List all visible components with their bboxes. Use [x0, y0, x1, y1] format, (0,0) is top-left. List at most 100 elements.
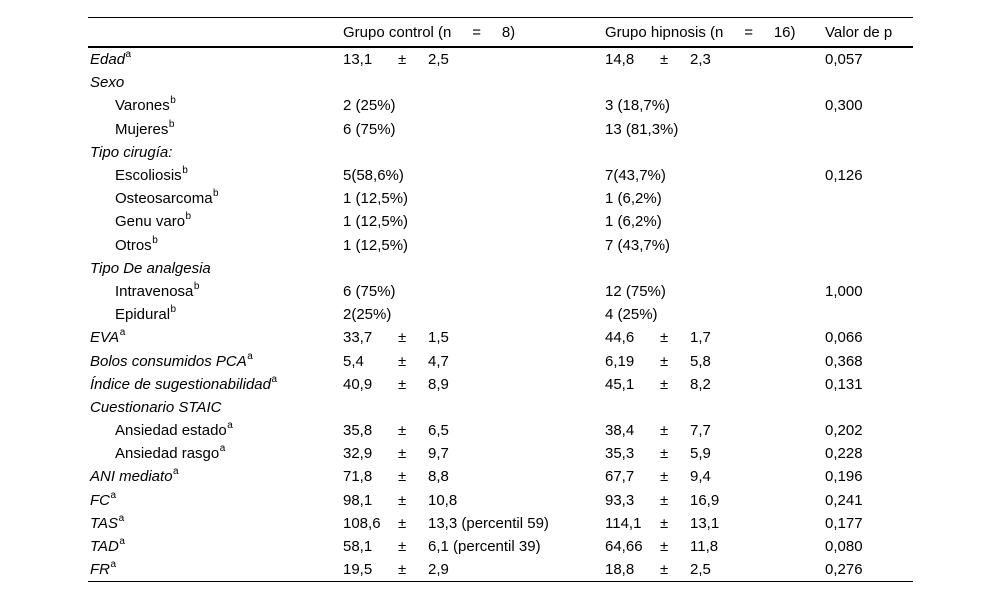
row-label: Otros — [115, 236, 152, 254]
header-empty-cell — [88, 17, 343, 48]
table-row: Bolos consumidos PCAa 5,4 ±4,7 6,19 ±5,8 0,36… — [88, 349, 913, 372]
sd-value: 2,5 — [690, 561, 711, 579]
count-value: 1 (12,5%) — [343, 213, 409, 231]
mean-value: 18,8 — [605, 561, 635, 579]
header-grupo-hipnosis: Grupo hipnosis (n = 16) — [605, 17, 825, 48]
row-label-cell: Tipo cirugía: — [88, 141, 343, 164]
row-label-cell: Bolos consumidos PCAa — [88, 349, 343, 372]
row-label-cell: TASa — [88, 512, 343, 535]
row-label: EVA — [90, 329, 120, 347]
row-label-cell: FCa — [88, 489, 343, 512]
mean-value: 114,1 — [605, 514, 642, 532]
p-value-cell — [825, 141, 913, 164]
hipnosis-value-cell: 44,6 ±1,7 — [605, 326, 825, 349]
plus-minus-sign: ± — [660, 352, 669, 370]
header-grupo-control: Grupo control (n = 8) — [343, 17, 605, 48]
count-value: 7(43,7%) — [605, 167, 666, 185]
footnote-marker: a — [110, 559, 117, 571]
p-value: 0,131 — [825, 375, 863, 393]
footnote-marker: a — [110, 489, 117, 501]
row-label-cell: Otrosb — [88, 234, 343, 257]
table-row: Escoliosisb 5(58,6%) 7(43,7%) 0,126 — [88, 164, 913, 187]
p-value-cell — [825, 187, 913, 210]
row-label-cell: ANI mediatoa — [88, 465, 343, 488]
footnote-marker: b — [152, 234, 158, 246]
control-value-cell: 58,1 ±6,1 (percentil 39) — [343, 535, 605, 558]
hipnosis-value-cell: 14,8 ±2,3 — [605, 47, 825, 71]
sd-value: 13,1 — [690, 514, 720, 532]
plus-minus-sign: ± — [660, 375, 669, 393]
mean-value: 71,8 — [343, 468, 373, 486]
count-value: 3 (18,7%) — [605, 97, 671, 115]
hipnosis-value-cell: 45,1 ±8,2 — [605, 373, 825, 396]
p-value: 0,177 — [825, 514, 863, 532]
mean-value: 64,66 — [605, 538, 643, 556]
control-value-cell: 2(25%) — [343, 303, 605, 326]
sd-value: 5,8 — [690, 352, 711, 370]
row-label: Ansiedad rasgo — [115, 445, 220, 463]
header-row: Grupo control (n = 8) Grupo hipnosis (n … — [88, 17, 913, 48]
footnote-marker: a — [125, 49, 132, 61]
row-label-cell: Tipo De analgesia — [88, 257, 343, 280]
sd-value: 11,8 — [690, 538, 719, 556]
mean-value: 35,3 — [605, 445, 635, 463]
footnote-marker: b — [213, 188, 219, 200]
row-label: Genu varo — [115, 213, 186, 231]
plus-minus-sign: ± — [398, 445, 407, 463]
control-value-cell: 40,9 ±8,9 — [343, 373, 605, 396]
p-value-cell: 0,300 — [825, 94, 913, 117]
sd-value: 16,9 — [690, 491, 720, 509]
table-row: TADa 58,1 ±6,1 (percentil 39) 64,66 ±11,8 0,0… — [88, 535, 913, 558]
plus-minus-sign: ± — [398, 561, 407, 579]
table-row: Edada 13,1 ±2,5 14,8 ±2,3 0,057 — [88, 47, 913, 71]
hipnosis-value-cell: 38,4 ±7,7 — [605, 419, 825, 442]
footnote-marker: b — [185, 211, 192, 223]
count-value: 6 (75%) — [343, 120, 396, 138]
footnote-marker: a — [219, 443, 226, 455]
p-value: 0,066 — [825, 329, 863, 347]
p-value: 0,300 — [825, 97, 863, 115]
footnote-marker: a — [247, 350, 253, 362]
control-value-cell — [343, 71, 605, 94]
p-value-cell — [825, 234, 913, 257]
sd-value: 2,3 — [690, 51, 711, 69]
p-value: 0,057 — [825, 51, 863, 69]
p-value: 0,276 — [825, 561, 863, 579]
mean-value: 38,4 — [605, 422, 635, 440]
footnote-marker: a — [227, 420, 233, 432]
hipnosis-value-cell — [605, 396, 825, 419]
row-label: Bolos consumidos PCA — [90, 352, 247, 370]
table-row: ANI mediatoa 71,8 ±8,8 67,7 ±9,4 0,196 — [88, 465, 913, 488]
plus-minus-sign: ± — [660, 514, 669, 532]
row-label-cell: Osteosarcomab — [88, 187, 343, 210]
plus-minus-sign: ± — [660, 538, 669, 556]
row-label: TAD — [90, 538, 119, 556]
hipnosis-value-cell: 7(43,7%) — [605, 164, 825, 187]
footnote-marker: a — [119, 327, 126, 339]
table-row: FRa 19,5 ±2,9 18,8 ±2,5 0,276 — [88, 558, 913, 582]
row-label: Epidural — [115, 306, 171, 324]
hipnosis-value-cell: 3 (18,7%) — [605, 94, 825, 117]
row-label: FC — [90, 491, 110, 509]
count-value: 1 (6,2%) — [605, 190, 662, 208]
p-value-cell: 0,276 — [825, 558, 913, 582]
hipnosis-value-cell: 12 (75%) — [605, 280, 825, 303]
count-value: 13 (81,3%) — [605, 120, 679, 138]
control-value-cell: 6 (75%) — [343, 118, 605, 141]
p-value-cell — [825, 71, 913, 94]
sd-value: 2,5 — [428, 51, 449, 69]
mean-value: 19,5 — [343, 561, 373, 579]
table-row: Índice de sugestionabilidada 40,9 ±8,9 45,1… — [88, 373, 913, 396]
footnote-marker: a — [173, 466, 179, 478]
row-label-cell: Índice de sugestionabilidada — [88, 373, 343, 396]
row-label-cell: Genu varob — [88, 210, 343, 233]
row-label: FR — [90, 561, 110, 579]
hipnosis-value-cell — [605, 71, 825, 94]
mean-value: 67,7 — [605, 468, 635, 486]
control-value-cell: 35,8 ±6,5 — [343, 419, 605, 442]
control-value-cell: 5(58,6%) — [343, 164, 605, 187]
hipnosis-value-cell: 1 (6,2%) — [605, 187, 825, 210]
hipnosis-value-cell: 18,8 ±2,5 — [605, 558, 825, 582]
hipnosis-value-cell: 35,3 ±5,9 — [605, 442, 825, 465]
row-label: Escoliosis — [115, 167, 182, 185]
